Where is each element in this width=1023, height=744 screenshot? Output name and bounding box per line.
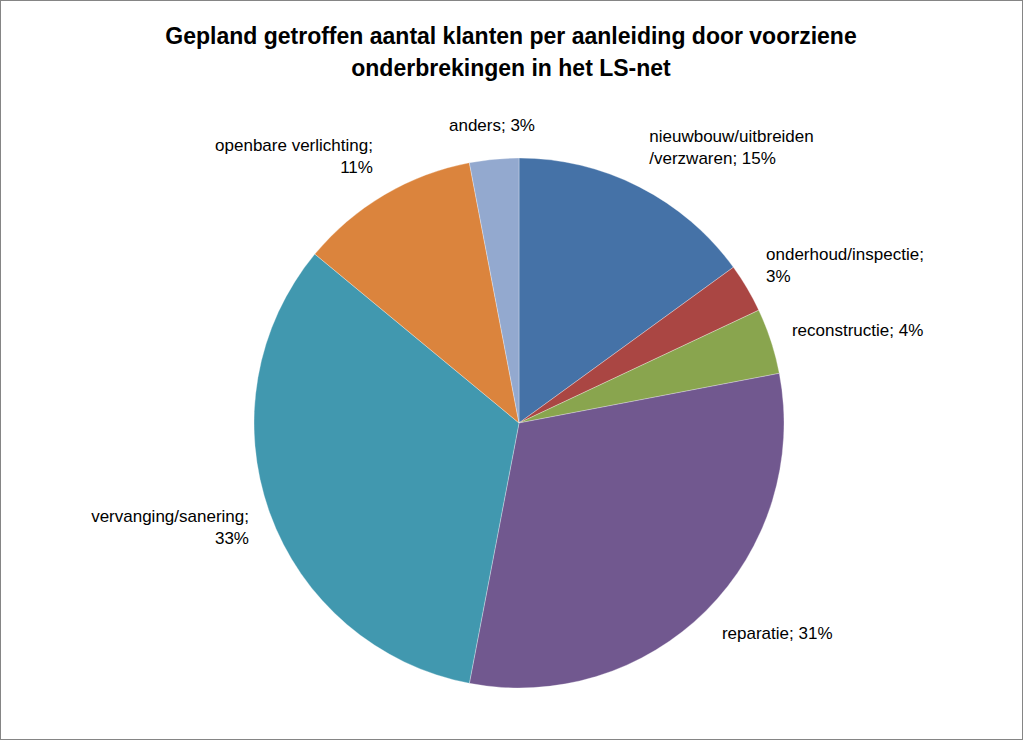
data-label: reparatie; 31%: [722, 624, 833, 643]
labels: nieuwbouw/uitbreiden/verzwaren; 15% onder…: [91, 116, 924, 642]
chart: Gepland getroffen aantal klanten per aan…: [0, 0, 1023, 744]
data-label: nieuwbouw/uitbreiden/verzwaren; 15%: [649, 127, 813, 168]
pie-slice: [469, 158, 519, 423]
title: Gepland getroffen aantal klanten per aan…: [165, 23, 856, 81]
data-label: vervanging/sanering;33%: [91, 507, 249, 548]
data-label: onderhoud/inspectie;3%: [766, 245, 924, 286]
data-label: openbare verlichting;11%: [215, 136, 373, 177]
chart-root: Gepland getroffen aantal klanten per aan…: [0, 0, 1023, 744]
chart-frame: [1, 1, 1023, 740]
slices: [254, 158, 784, 688]
data-label: reconstructie; 4%: [792, 321, 923, 340]
data-label: anders; 3%: [449, 116, 535, 135]
